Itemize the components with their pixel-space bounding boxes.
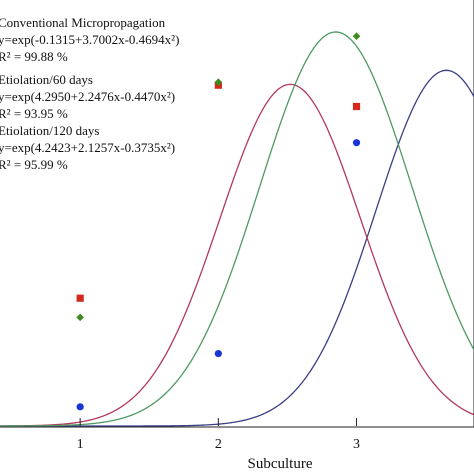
data-point-s1-1 — [76, 403, 84, 411]
series-2-r2: R² = 93.95 % — [0, 106, 68, 121]
x-tick-label-2: 2 — [215, 437, 222, 452]
data-point-s3-2 — [214, 78, 223, 87]
series-3-name: Etiolation/120 days — [0, 123, 99, 138]
series-3-equation: y=exp(4.2423+2.1257x-0.3735x²) — [0, 140, 175, 155]
data-point-s2-3 — [352, 102, 361, 111]
fit-curve-3 — [0, 31, 474, 427]
series-3-r2: R² = 95.99 % — [0, 157, 68, 172]
fit-curve-2 — [0, 83, 474, 427]
data-point-s3-1 — [76, 313, 84, 322]
data-points — [76, 32, 361, 411]
data-point-s3-3 — [352, 32, 361, 41]
data-point-s2-1 — [76, 294, 84, 302]
series-2-equation: y=exp(4.2950+2.2476x-0.4470x²) — [0, 89, 175, 104]
series-1-name: Conventional Micropropagation — [0, 15, 166, 30]
x-axis-label: Subculture — [248, 456, 313, 472]
x-tick-label-1: 1 — [77, 437, 84, 452]
series-2-name: Etiolation/60 days — [0, 72, 93, 87]
data-point-s1-2 — [214, 349, 222, 358]
x-axis: 1 2 3 — [77, 418, 360, 452]
series-1-r2: R² = 99.88 % — [0, 49, 68, 64]
data-point-s1-3 — [352, 139, 361, 147]
x-tick-label-3: 3 — [353, 437, 360, 452]
series-1-equation: y=exp(-0.1315+3.7002x-0.4694x²) — [0, 32, 179, 47]
fit-curves — [0, 31, 474, 427]
plot-frame — [0, 0, 474, 428]
equation-annotations: Conventional Micropropagation y=exp(-0.1… — [0, 15, 179, 172]
fit-curve-1 — [0, 69, 474, 427]
